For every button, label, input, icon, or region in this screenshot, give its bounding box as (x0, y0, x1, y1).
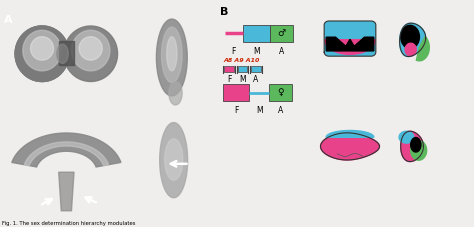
Polygon shape (72, 30, 110, 71)
Text: M: M (253, 47, 260, 56)
Polygon shape (326, 131, 374, 137)
Text: A: A (279, 47, 284, 56)
Text: M: M (256, 106, 263, 115)
Text: A8 A9 A10: A8 A9 A10 (223, 58, 260, 63)
Bar (270, 25, 293, 42)
Polygon shape (324, 21, 376, 56)
Text: M: M (239, 75, 246, 84)
Text: F: F (227, 75, 231, 84)
Polygon shape (15, 26, 69, 81)
Text: F: F (231, 47, 236, 56)
Polygon shape (167, 37, 177, 71)
Polygon shape (162, 27, 182, 83)
Polygon shape (160, 123, 188, 198)
Polygon shape (410, 141, 427, 160)
Polygon shape (324, 40, 376, 54)
Polygon shape (410, 138, 421, 152)
Polygon shape (326, 37, 374, 51)
Polygon shape (12, 133, 121, 167)
Text: ♂: ♂ (277, 29, 286, 38)
Polygon shape (57, 44, 68, 63)
Polygon shape (59, 172, 74, 211)
Text: A: A (253, 75, 259, 84)
Text: Fig. 1. The sex determination hierarchy modulates: Fig. 1. The sex determination hierarchy … (2, 221, 136, 226)
Text: ♀: ♀ (277, 88, 283, 97)
Polygon shape (156, 19, 187, 96)
Polygon shape (169, 81, 182, 105)
Text: A: A (4, 15, 13, 25)
Bar (269, 84, 292, 101)
Bar (223, 84, 249, 101)
Text: A: A (278, 106, 283, 115)
Polygon shape (15, 26, 69, 81)
Polygon shape (400, 23, 426, 57)
Bar (238, 66, 247, 72)
Polygon shape (320, 133, 380, 160)
Polygon shape (405, 43, 416, 56)
Text: F: F (234, 106, 238, 115)
Polygon shape (416, 37, 429, 61)
Polygon shape (15, 26, 69, 81)
Polygon shape (401, 131, 423, 162)
Polygon shape (399, 131, 414, 143)
Polygon shape (30, 37, 54, 60)
Polygon shape (64, 26, 118, 81)
Polygon shape (401, 25, 419, 49)
Polygon shape (23, 30, 61, 71)
Bar (243, 25, 270, 42)
Text: B: B (219, 7, 228, 17)
Bar (225, 66, 234, 72)
Polygon shape (164, 139, 183, 180)
Polygon shape (24, 142, 109, 166)
Bar (251, 66, 261, 72)
Polygon shape (79, 37, 102, 60)
